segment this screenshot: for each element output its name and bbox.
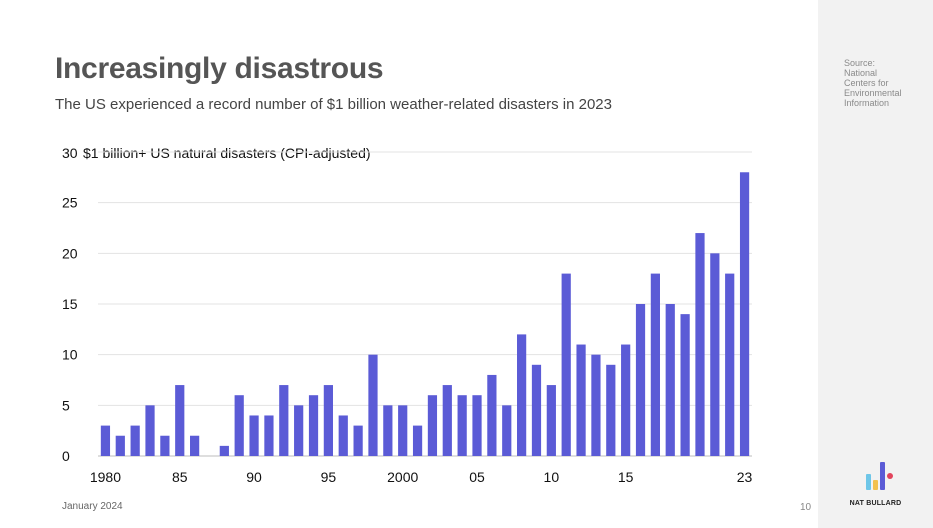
y-tick-label: 0 [62, 448, 70, 464]
bar-2010 [546, 385, 556, 456]
bar-1986 [190, 435, 200, 456]
bar-1997 [353, 425, 363, 456]
page-number: 10 [800, 502, 812, 513]
bar-1999 [383, 405, 393, 456]
bar-1982 [130, 425, 140, 456]
brand-name: NAT BULLARD [849, 500, 902, 507]
bar-2022 [725, 273, 735, 456]
y-tick-label: 25 [62, 195, 78, 211]
slide-title: Increasingly disastrous [55, 52, 384, 85]
bar-2020 [695, 233, 705, 456]
bar-2003 [442, 385, 452, 456]
sidebar: Source: National Centers for Environment… [818, 0, 933, 528]
bar-1993 [294, 405, 304, 456]
bar-2016 [635, 304, 646, 456]
bar-2008 [517, 334, 527, 456]
bar-2004 [457, 395, 467, 456]
bar-1983 [145, 405, 155, 456]
x-tick-label: 2000 [387, 469, 418, 485]
bar-2006 [487, 374, 497, 456]
bar-1981 [115, 435, 125, 456]
bar-1990 [249, 415, 259, 456]
bar-1992 [279, 385, 289, 456]
y-axis-label: $1 billion+ US natural disasters (CPI-ad… [83, 145, 371, 161]
bar-2009 [531, 364, 542, 456]
bar-2023 [739, 172, 750, 456]
bar-2021 [710, 253, 720, 456]
bar-1995 [323, 385, 333, 456]
bar-2014 [606, 364, 616, 456]
nat-bullard-logo-icon [866, 462, 893, 490]
bar-1984 [160, 435, 170, 456]
y-axis-top-tick: 30 [62, 145, 78, 161]
x-tick-label: 10 [544, 469, 560, 485]
bar-1980 [100, 425, 111, 456]
bar-1996 [338, 415, 348, 456]
bar-1988 [219, 445, 229, 456]
y-tick-label: 20 [62, 245, 78, 261]
bar-2013 [591, 354, 601, 456]
x-tick-label: 15 [618, 469, 634, 485]
bar-2002 [427, 395, 438, 456]
bar-2018 [665, 304, 675, 456]
bar-2015 [621, 344, 631, 456]
bar-2019 [680, 314, 690, 456]
y-tick-label: 15 [62, 296, 78, 312]
y-tick-label: 5 [62, 397, 70, 413]
x-tick-label: 1980 [90, 469, 121, 485]
bar-2000 [398, 405, 408, 456]
bar-2011 [561, 273, 571, 456]
source-note: Source: National Centers for Environment… [844, 58, 902, 108]
bar-2007 [502, 405, 512, 456]
x-tick-label: 05 [469, 469, 485, 485]
y-tick-label: 10 [62, 347, 78, 363]
x-tick-label: 85 [172, 469, 188, 485]
bar-1991 [264, 415, 274, 456]
bar-1994 [308, 395, 319, 456]
x-tick-label: 90 [246, 469, 262, 485]
x-tick-label: 95 [321, 469, 337, 485]
bar-1989 [234, 395, 244, 456]
x-tick-label: 23 [737, 469, 753, 485]
slide-subtitle: The US experienced a record number of $1… [55, 96, 612, 113]
bar-1985 [175, 385, 185, 456]
bar-2001 [412, 425, 423, 456]
bar-2017 [650, 273, 660, 456]
footer-date: January 2024 [62, 501, 123, 512]
bar-1998 [368, 354, 378, 456]
bar-2012 [576, 344, 586, 456]
bar-2005 [472, 395, 482, 456]
